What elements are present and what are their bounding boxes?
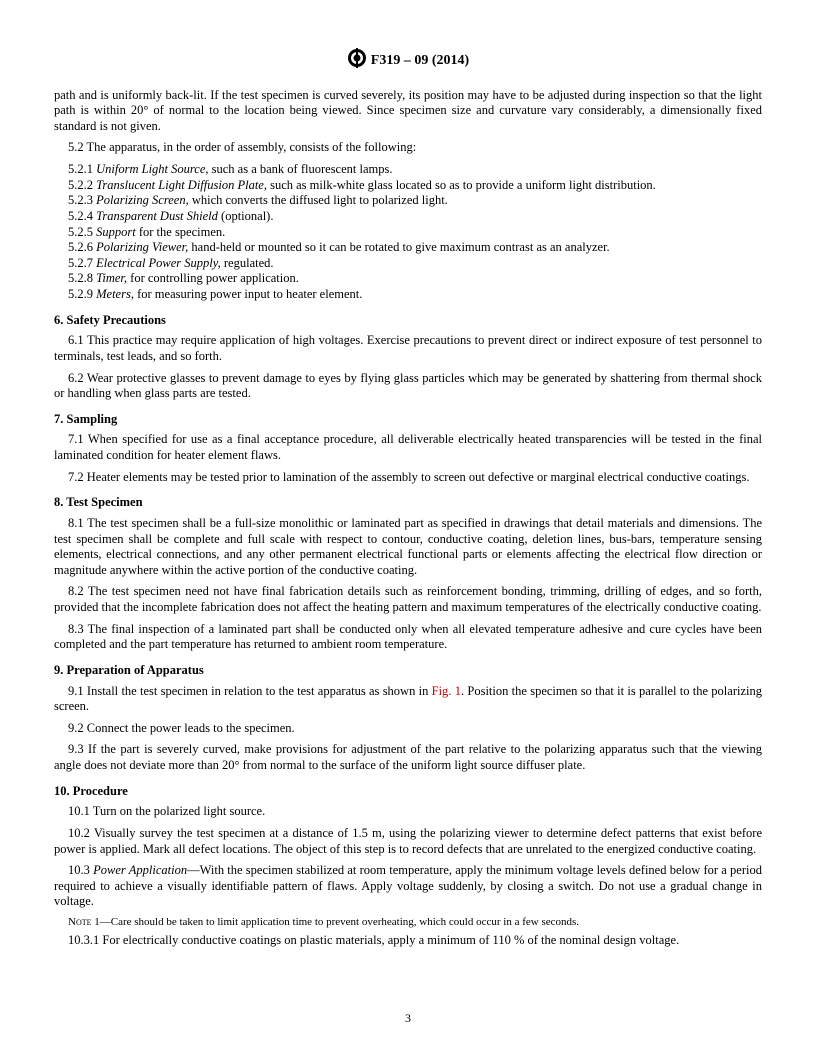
s10-p3: 10.3 Power Application—With the specimen… bbox=[54, 863, 762, 910]
s5-2-lead: 5.2 The apparatus, in the order of assem… bbox=[54, 140, 762, 156]
s10-p1: 10.1 Turn on the polarized light source. bbox=[54, 804, 762, 820]
s10-p2: 10.2 Visually survey the test specimen a… bbox=[54, 826, 762, 857]
note-1: Note 1—Care should be taken to limit app… bbox=[54, 916, 762, 930]
s7-heading: 7. Sampling bbox=[54, 412, 762, 428]
s8-p3: 8.3 The final inspection of a laminated … bbox=[54, 622, 762, 653]
s8-p2: 8.2 The test specimen need not have fina… bbox=[54, 584, 762, 615]
list-item: 5.2.5 Support for the specimen. bbox=[54, 225, 762, 241]
s6-p1: 6.1 This practice may require applicatio… bbox=[54, 333, 762, 364]
list-item: 5.2.6 Polarizing Viewer, hand-held or mo… bbox=[54, 240, 762, 256]
s9-p2: 9.2 Connect the power leads to the speci… bbox=[54, 721, 762, 737]
doc-header: F319 – 09 (2014) bbox=[54, 48, 762, 74]
apparatus-list: 5.2.1 Uniform Light Source, such as a ba… bbox=[54, 162, 762, 303]
list-item: 5.2.7 Electrical Power Supply, regulated… bbox=[54, 256, 762, 272]
list-item: 5.2.1 Uniform Light Source, such as a ba… bbox=[54, 162, 762, 178]
designation: F319 – 09 (2014) bbox=[371, 53, 469, 68]
s10-heading: 10. Procedure bbox=[54, 784, 762, 800]
page-number: 3 bbox=[0, 1011, 816, 1026]
list-item: 5.2.8 Timer, for controlling power appli… bbox=[54, 271, 762, 287]
astm-logo bbox=[347, 48, 367, 74]
list-item: 5.2.2 Translucent Light Diffusion Plate,… bbox=[54, 178, 762, 194]
fig-1-link[interactable]: Fig. 1 bbox=[432, 684, 461, 698]
s9-p3: 9.3 If the part is severely curved, make… bbox=[54, 742, 762, 773]
intro-para: path and is uniformly back-lit. If the t… bbox=[54, 88, 762, 135]
s6-p2: 6.2 Wear protective glasses to prevent d… bbox=[54, 371, 762, 402]
s9-p1: 9.1 Install the test specimen in relatio… bbox=[54, 684, 762, 715]
s8-heading: 8. Test Specimen bbox=[54, 495, 762, 511]
s6-heading: 6. Safety Precautions bbox=[54, 313, 762, 329]
list-item: 5.2.9 Meters, for measuring power input … bbox=[54, 287, 762, 303]
s7-p2: 7.2 Heater elements may be tested prior … bbox=[54, 470, 762, 486]
list-item: 5.2.4 Transparent Dust Shield (optional)… bbox=[54, 209, 762, 225]
s10-p3-1: 10.3.1 For electrically conductive coati… bbox=[54, 933, 762, 949]
s8-p1: 8.1 The test specimen shall be a full-si… bbox=[54, 516, 762, 579]
s9-heading: 9. Preparation of Apparatus bbox=[54, 663, 762, 679]
list-item: 5.2.3 Polarizing Screen, which converts … bbox=[54, 193, 762, 209]
s7-p1: 7.1 When specified for use as a final ac… bbox=[54, 432, 762, 463]
